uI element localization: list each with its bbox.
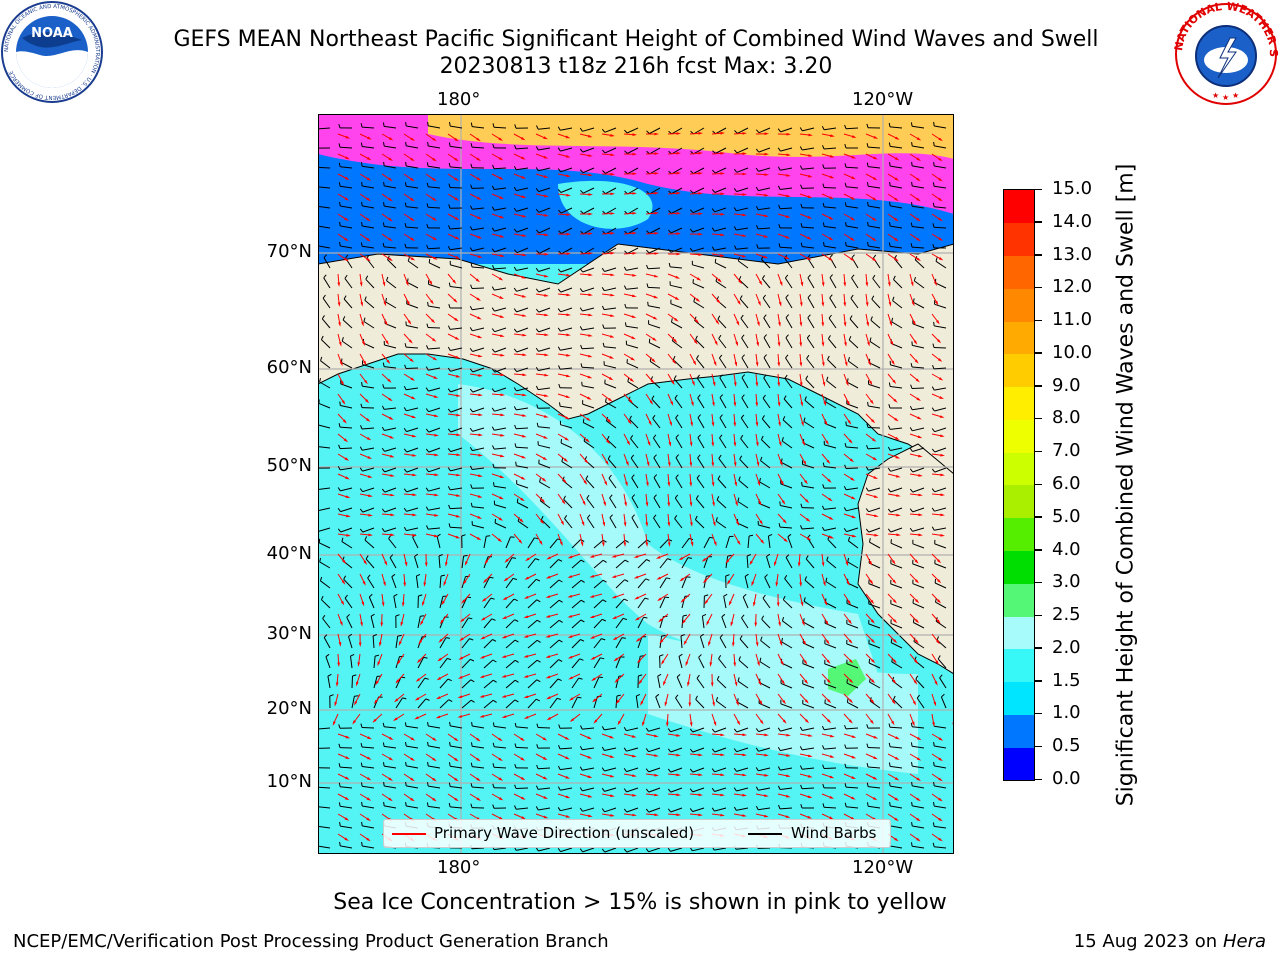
lat-label-40n: 40°N bbox=[266, 543, 312, 564]
swell-band-light bbox=[458, 384, 878, 674]
legend-wave-swatch bbox=[392, 833, 426, 835]
chart-subtitle: 20230813 t18z 216h fcst Max: 3.20 bbox=[439, 54, 833, 79]
colorbar-tick bbox=[1034, 712, 1042, 715]
colorbar-tick-label: 6.0 bbox=[1052, 473, 1081, 494]
colorbar-tick-label: 1.0 bbox=[1052, 702, 1081, 724]
colorbar-tick bbox=[1034, 581, 1042, 584]
colorbar-tick-label: 8.0 bbox=[1052, 407, 1081, 429]
footer-date-text: 15 Aug 2023 on bbox=[1073, 931, 1218, 952]
colorbar-tick bbox=[1034, 680, 1042, 682]
legend-wind-swatch bbox=[748, 833, 782, 835]
colorbar-tick bbox=[1034, 188, 1042, 190]
colorbar-tick bbox=[1034, 254, 1042, 256]
legend-wave-label: Primary Wave Direction (unscaled) bbox=[434, 824, 695, 842]
colorbar bbox=[1003, 189, 1035, 781]
colorbar-tick-label: 13.0 bbox=[1052, 243, 1093, 265]
colorbar-tick-label: 0.0 bbox=[1052, 768, 1081, 789]
legend-wind-label: Wind Barbs bbox=[791, 824, 877, 842]
colorbar-tick-label: 14.0 bbox=[1052, 210, 1093, 232]
lat-label-50n: 50°N bbox=[266, 455, 312, 476]
colorbar-segment bbox=[1004, 386, 1034, 420]
colorbar-tick-label: 10.0 bbox=[1052, 341, 1093, 363]
colorbar-segment bbox=[1004, 288, 1034, 322]
colorbar-tick-label: 2.5 bbox=[1052, 604, 1081, 626]
colorbar-tick bbox=[1034, 647, 1042, 649]
lat-label-10n: 10°N bbox=[266, 771, 312, 792]
lat-label-30n: 30°N bbox=[266, 623, 312, 644]
colorbar-tick bbox=[1034, 385, 1042, 387]
map-canvas bbox=[318, 114, 954, 854]
svg-text:★: ★ bbox=[1212, 91, 1219, 100]
lon-label-top-120w: 120°W bbox=[852, 89, 914, 110]
map-legend: Primary Wave Direction (unscaled) Wind B… bbox=[383, 819, 891, 848]
nws-logo: NATIONAL WEATHER SERVICE ★ ★ ★ bbox=[1172, 0, 1280, 105]
lat-label-70n: 70°N bbox=[266, 241, 312, 262]
colorbar-tick bbox=[1034, 352, 1042, 354]
lon-label-bottom-120w: 120°W bbox=[852, 857, 914, 878]
noaa-logo-text: NOAA bbox=[31, 26, 73, 41]
colorbar-tick bbox=[1034, 286, 1042, 289]
chart-title: GEFS MEAN Northeast Pacific Significant … bbox=[173, 27, 1099, 52]
colorbar-segment bbox=[1004, 452, 1034, 486]
colorbar-tick-label: 12.0 bbox=[1052, 276, 1093, 298]
wave-height-map bbox=[318, 114, 954, 854]
colorbar-segment bbox=[1004, 747, 1034, 781]
colorbar-segment bbox=[1004, 321, 1034, 355]
swell-band-light-south bbox=[648, 634, 918, 774]
colorbar-segment bbox=[1004, 550, 1034, 584]
colorbar-segment bbox=[1004, 648, 1034, 683]
colorbar-tick bbox=[1034, 549, 1042, 551]
colorbar-title: Significant Height of Combined Wind Wave… bbox=[1113, 163, 1139, 807]
colorbar-tick bbox=[1034, 221, 1042, 223]
lat-label-60n: 60°N bbox=[266, 357, 312, 378]
colorbar-segment bbox=[1004, 222, 1034, 257]
colorbar-tick bbox=[1034, 450, 1042, 453]
footer-host: Hera bbox=[1222, 931, 1266, 952]
sea-ice-note: Sea Ice Concentration > 15% is shown in … bbox=[333, 890, 947, 915]
colorbar-segment bbox=[1004, 616, 1034, 650]
colorbar-segment bbox=[1004, 714, 1034, 748]
colorbar-tick bbox=[1034, 614, 1042, 617]
colorbar-tick bbox=[1034, 319, 1042, 322]
colorbar-tick-label: 2.0 bbox=[1052, 636, 1081, 658]
colorbar-tick-label: 15.0 bbox=[1052, 178, 1093, 199]
colorbar-tick-label: 3.0 bbox=[1052, 571, 1081, 593]
colorbar-tick bbox=[1034, 417, 1042, 420]
colorbar-tick bbox=[1034, 745, 1042, 748]
lon-label-top-180: 180° bbox=[437, 89, 481, 110]
svg-text:★: ★ bbox=[1232, 91, 1239, 100]
colorbar-tick-label: 7.0 bbox=[1052, 440, 1081, 462]
colorbar-tick-label: 0.5 bbox=[1052, 735, 1081, 757]
colorbar-tick-label: 5.0 bbox=[1052, 505, 1081, 527]
colorbar-segment bbox=[1004, 485, 1034, 519]
sea-ice-yellow bbox=[428, 114, 954, 159]
colorbar-tick-label: 9.0 bbox=[1052, 374, 1081, 396]
colorbar-tick bbox=[1034, 778, 1042, 780]
noaa-logo: NATIONAL OCEANIC AND ATMOSPHERIC ADMINIS… bbox=[1, 1, 103, 103]
colorbar-segment bbox=[1004, 583, 1034, 617]
colorbar-tick-label: 11.0 bbox=[1052, 309, 1093, 331]
colorbar-segment bbox=[1004, 419, 1034, 453]
colorbar-segment bbox=[1004, 353, 1034, 388]
colorbar-tick bbox=[1034, 516, 1042, 518]
wind-barb-field bbox=[318, 121, 947, 853]
footer-date: 15 Aug 2023 on Hera bbox=[1074, 931, 1266, 952]
colorbar-segment bbox=[1004, 190, 1034, 224]
wave-direction-field bbox=[332, 131, 954, 854]
colorbar-segment bbox=[1004, 681, 1034, 715]
colorbar-segment bbox=[1004, 517, 1034, 552]
footer-producer: NCEP/EMC/Verification Post Processing Pr… bbox=[13, 931, 609, 952]
lat-label-20n: 20°N bbox=[266, 698, 312, 719]
colorbar-segment bbox=[1004, 255, 1034, 289]
colorbar-tick bbox=[1034, 483, 1042, 485]
colorbar-tick-label: 4.0 bbox=[1052, 538, 1081, 560]
lon-label-bottom-180: 180° bbox=[437, 857, 481, 878]
colorbar-tick-label: 1.5 bbox=[1052, 669, 1081, 691]
svg-text:★: ★ bbox=[1222, 93, 1229, 102]
